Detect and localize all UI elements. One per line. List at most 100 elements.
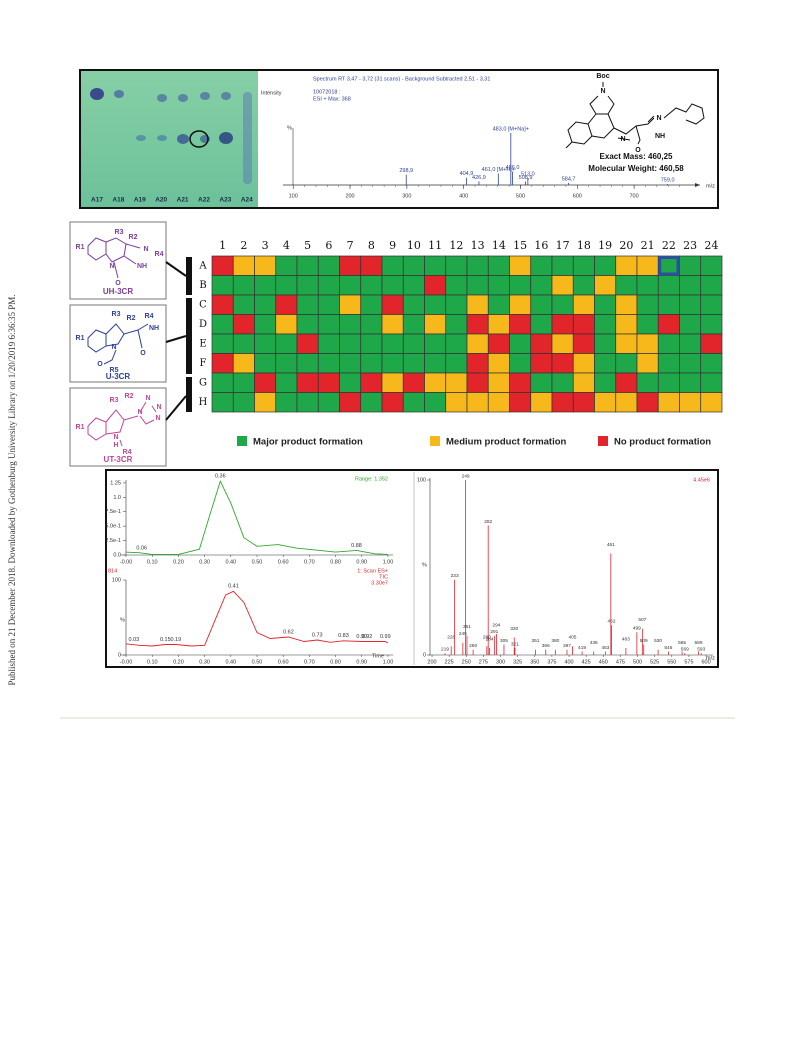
x-tick-label: 400 (459, 193, 468, 199)
plate-cell (657, 275, 680, 296)
x-tick-label: 700 (630, 193, 639, 199)
peak-label: 593 (697, 647, 705, 653)
plate-cell (424, 333, 447, 354)
plate-cell (636, 275, 659, 296)
x-tick-label: -0.00 (120, 559, 133, 565)
note: 3.30e7 (371, 580, 388, 586)
column-label: 24 (704, 239, 718, 252)
x-tick-label: 300 (496, 659, 505, 665)
column-label: 21 (641, 239, 655, 252)
atom-label: N (109, 263, 114, 270)
plate-cell (636, 392, 659, 413)
plate-cell (381, 372, 404, 393)
peak-label: 0.19 (170, 637, 181, 643)
plate-cell (594, 333, 617, 354)
peak-label: 291 (490, 629, 498, 635)
plate-cell (381, 275, 404, 296)
plate-cell (572, 275, 595, 296)
scaffold-box (69, 387, 167, 467)
plate-cell (211, 372, 234, 393)
row-label: B (199, 280, 206, 291)
plate-cell (254, 294, 277, 315)
legend-swatch (598, 436, 608, 446)
atom-label: O (635, 147, 641, 154)
x-tick-label: 500 (633, 659, 642, 665)
legend-swatch (430, 436, 440, 446)
peak-label: 508,9 (519, 175, 533, 181)
plate-cell (700, 314, 723, 335)
plate-cell (232, 353, 255, 374)
x-tick-label: 0.70 (304, 659, 315, 665)
plate-cell (402, 353, 425, 374)
plate-cell (594, 314, 617, 335)
lane-label: A18 (112, 197, 124, 204)
x-tick-label: 200 (345, 193, 354, 199)
atom-label: N (137, 409, 142, 416)
plate-cell (487, 372, 510, 393)
peak-label: 419 (578, 645, 586, 651)
column-label: 15 (513, 239, 527, 252)
plate-cell (594, 353, 617, 374)
scaffold-name: U-3CR (106, 372, 131, 381)
plate-cell (636, 333, 659, 354)
x-tick-label: 250 (462, 659, 471, 665)
plate-cell (487, 353, 510, 374)
x-tick-label: 0.30 (199, 659, 210, 665)
x-axis-label: Time (372, 653, 384, 659)
plate-cell (317, 392, 340, 413)
column-label: 22 (662, 239, 676, 252)
plate-cell (254, 275, 277, 296)
peak-label: 513,0 (521, 172, 535, 178)
atom-label: R3 (110, 397, 119, 404)
molecular-weight: Molecular Weight: 460,58 (588, 164, 684, 173)
x-tick-label: 600 (701, 659, 710, 665)
plate-cell (509, 294, 532, 315)
plate-cell (594, 392, 617, 413)
plate-cell (466, 294, 489, 315)
atom-label: Boc (596, 73, 609, 80)
legend-label: No product formation (614, 437, 711, 448)
plate-cell (211, 255, 234, 276)
plate-cell (296, 372, 319, 393)
x-tick-label: 275 (479, 659, 488, 665)
x-tick-label: 400 (564, 659, 573, 665)
plate-cell (296, 294, 319, 315)
plate-cell (339, 255, 362, 276)
peak-label: 486,0 (506, 165, 520, 171)
peak-label: 284 (486, 636, 494, 642)
plate-cell (402, 314, 425, 335)
plate-cell (211, 275, 234, 296)
plate-cell (466, 372, 489, 393)
plate-cell (254, 372, 277, 393)
plate-cell (296, 353, 319, 374)
atom-label: R2 (129, 234, 138, 241)
peak-label: 0.41 (228, 584, 239, 590)
plate-cell (360, 372, 383, 393)
atom-label: N (600, 88, 605, 95)
column-label: 14 (492, 239, 506, 252)
plate-cell (402, 255, 425, 276)
plate-cell (551, 294, 574, 315)
plate-cell (424, 275, 447, 296)
plate-cell (232, 255, 255, 276)
x-tick-label: 0.50 (252, 659, 263, 665)
column-label: 2 (240, 239, 247, 252)
x-tick-label: 600 (573, 193, 582, 199)
peak-label: 0.62 (283, 629, 294, 635)
peak-label: 320 (510, 626, 518, 632)
peak-label: 436 (590, 640, 598, 646)
x-tick-label: 0.80 (330, 559, 341, 565)
legend-label: Medium product formation (446, 437, 567, 448)
x-tick-label: 0.50 (252, 559, 263, 565)
peak-label: 280 (483, 635, 491, 641)
plate-cell (466, 275, 489, 296)
column-label: 3 (262, 239, 269, 252)
plate-cell (594, 294, 617, 315)
plate-cell (615, 275, 638, 296)
plate-cell (296, 392, 319, 413)
plate-cell (700, 294, 723, 315)
plate-cell (317, 372, 340, 393)
atom-label: NH (137, 263, 147, 270)
peak-label: 404,9 (460, 171, 474, 177)
plate-cell (572, 255, 595, 276)
